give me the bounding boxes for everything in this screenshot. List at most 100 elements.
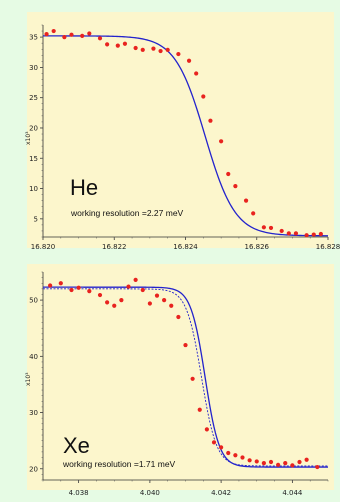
xe-chart: 20 30 40 50 4.038 4.040 4.042 4.044 x10³ Xeworkin… (25, 264, 334, 497)
he-data-point (69, 32, 74, 37)
he-data-point (97, 36, 103, 41)
xe-data-point (268, 459, 274, 465)
xe-data-point (240, 455, 245, 460)
xe-y-tick-label: 50 (29, 297, 38, 305)
xe-resolution-label: working resolution =1.71 meV (62, 459, 176, 469)
he-data-point (226, 171, 231, 177)
xe-fit-curve-dashed (43, 288, 328, 467)
he-data-point (233, 184, 238, 189)
xe-data-point (261, 461, 266, 466)
xe-data-point (254, 459, 259, 464)
xe-data-point (211, 440, 217, 445)
xe-data-point (162, 298, 167, 303)
he-data-point (115, 43, 120, 48)
xe-data-point (76, 285, 81, 290)
xe-data-point (97, 292, 103, 298)
he-data-point (51, 28, 56, 34)
he-data-point (151, 46, 156, 51)
xe-data-point (147, 301, 152, 306)
xe-data-point (58, 281, 63, 286)
xe-plot-background (27, 264, 334, 490)
he-x-tick-label: 16.822 (102, 243, 127, 251)
he-resolution-label: working resolution =2.27 meV (70, 208, 184, 218)
he-data-point (311, 232, 316, 237)
he-y-tick-label: 25 (29, 94, 38, 102)
he-data-point (293, 231, 299, 236)
xe-data-point (247, 458, 252, 463)
xe-x-tick-label: 4.038 (69, 489, 89, 497)
he-x-tick-label: 16.820 (31, 243, 56, 251)
he-data-point (268, 225, 274, 231)
he-chart-panel: 5 10 15 20 25 30 35 16.820 16.822 16.824 16.826 16.… (0, 10, 340, 260)
xe-chart-panel: 20 30 40 50 4.038 4.040 4.042 4.044 x10³ Xe workin… (0, 262, 340, 502)
xe-data-point (290, 463, 295, 468)
xe-data-point (133, 277, 138, 282)
xe-data-point (183, 342, 188, 348)
xe-data-point (154, 293, 160, 298)
he-y-tick-label: 5 (34, 215, 38, 223)
he-data-point (318, 231, 323, 237)
he-element-label: He (70, 175, 98, 200)
xe-y-tick-label: 20 (29, 465, 38, 473)
he-y-multiplier-label: x10³ (25, 131, 32, 145)
xe-y-multiplier-label: x10³ (25, 372, 32, 386)
xe-y-tick-label: 30 (29, 409, 38, 417)
xe-x-tick-label: 4.044 (282, 489, 303, 497)
xe-data-point (226, 450, 231, 456)
he-y-tick-label: 20 (29, 124, 38, 132)
he-data-point (158, 48, 163, 54)
xe-data-point (176, 314, 181, 320)
xe-data-point (169, 303, 174, 308)
he-data-point (251, 211, 256, 216)
he-x-tick-label: 16.824 (173, 243, 198, 251)
xe-data-point (112, 303, 117, 308)
he-data-point (286, 231, 291, 236)
he-data-point (87, 31, 92, 36)
he-data-point (208, 118, 213, 123)
xe-y-tick-label: 40 (29, 353, 38, 361)
he-data-point (165, 47, 170, 52)
xe-data-point (190, 376, 195, 381)
he-data-point (140, 47, 145, 52)
he-data-point (44, 31, 49, 37)
xe-data-point (119, 298, 124, 303)
xe-x-tick-label: 4.040 (140, 489, 160, 497)
he-data-point (122, 41, 128, 46)
xe-x-tick-label: 4.042 (211, 489, 231, 497)
xe-fit-curve (43, 286, 328, 468)
he-plot-background (27, 12, 334, 248)
xe-data-point (283, 461, 288, 466)
xe-data-point (87, 289, 92, 294)
he-data-point (194, 71, 199, 76)
xe-data-point (69, 287, 74, 293)
xe-data-point (304, 457, 309, 462)
he-data-point (304, 233, 309, 238)
he-x-tick-label: 16.826 (245, 243, 270, 251)
he-y-tick-label: 30 (29, 64, 38, 72)
xe-data-point (197, 407, 202, 412)
he-data-point (186, 58, 192, 63)
he-data-point (243, 198, 249, 203)
xe-data-point (297, 459, 302, 465)
he-y-tick-label: 10 (29, 185, 38, 193)
xe-data-point (105, 300, 110, 305)
he-fit-curve (43, 35, 329, 237)
he-data-point (261, 225, 266, 230)
he-data-point (80, 33, 85, 39)
xe-data-point (126, 284, 131, 289)
he-data-point (176, 51, 181, 57)
xe-data-point (315, 464, 320, 470)
he-y-tick-label: 15 (29, 155, 38, 163)
xe-data-point (48, 283, 53, 288)
xe-data-point (233, 453, 238, 458)
he-x-tick-label: 16.828 (316, 243, 340, 251)
he-y-tick-label: 35 (29, 34, 38, 42)
xe-data-point (140, 287, 145, 293)
he-data-point (201, 94, 206, 99)
he-data-point (62, 35, 67, 40)
he-data-point (279, 228, 284, 234)
he-data-point (219, 139, 224, 144)
xe-element-label: Xe (63, 433, 90, 458)
he-data-point (105, 42, 110, 47)
xe-data-point (276, 462, 281, 467)
